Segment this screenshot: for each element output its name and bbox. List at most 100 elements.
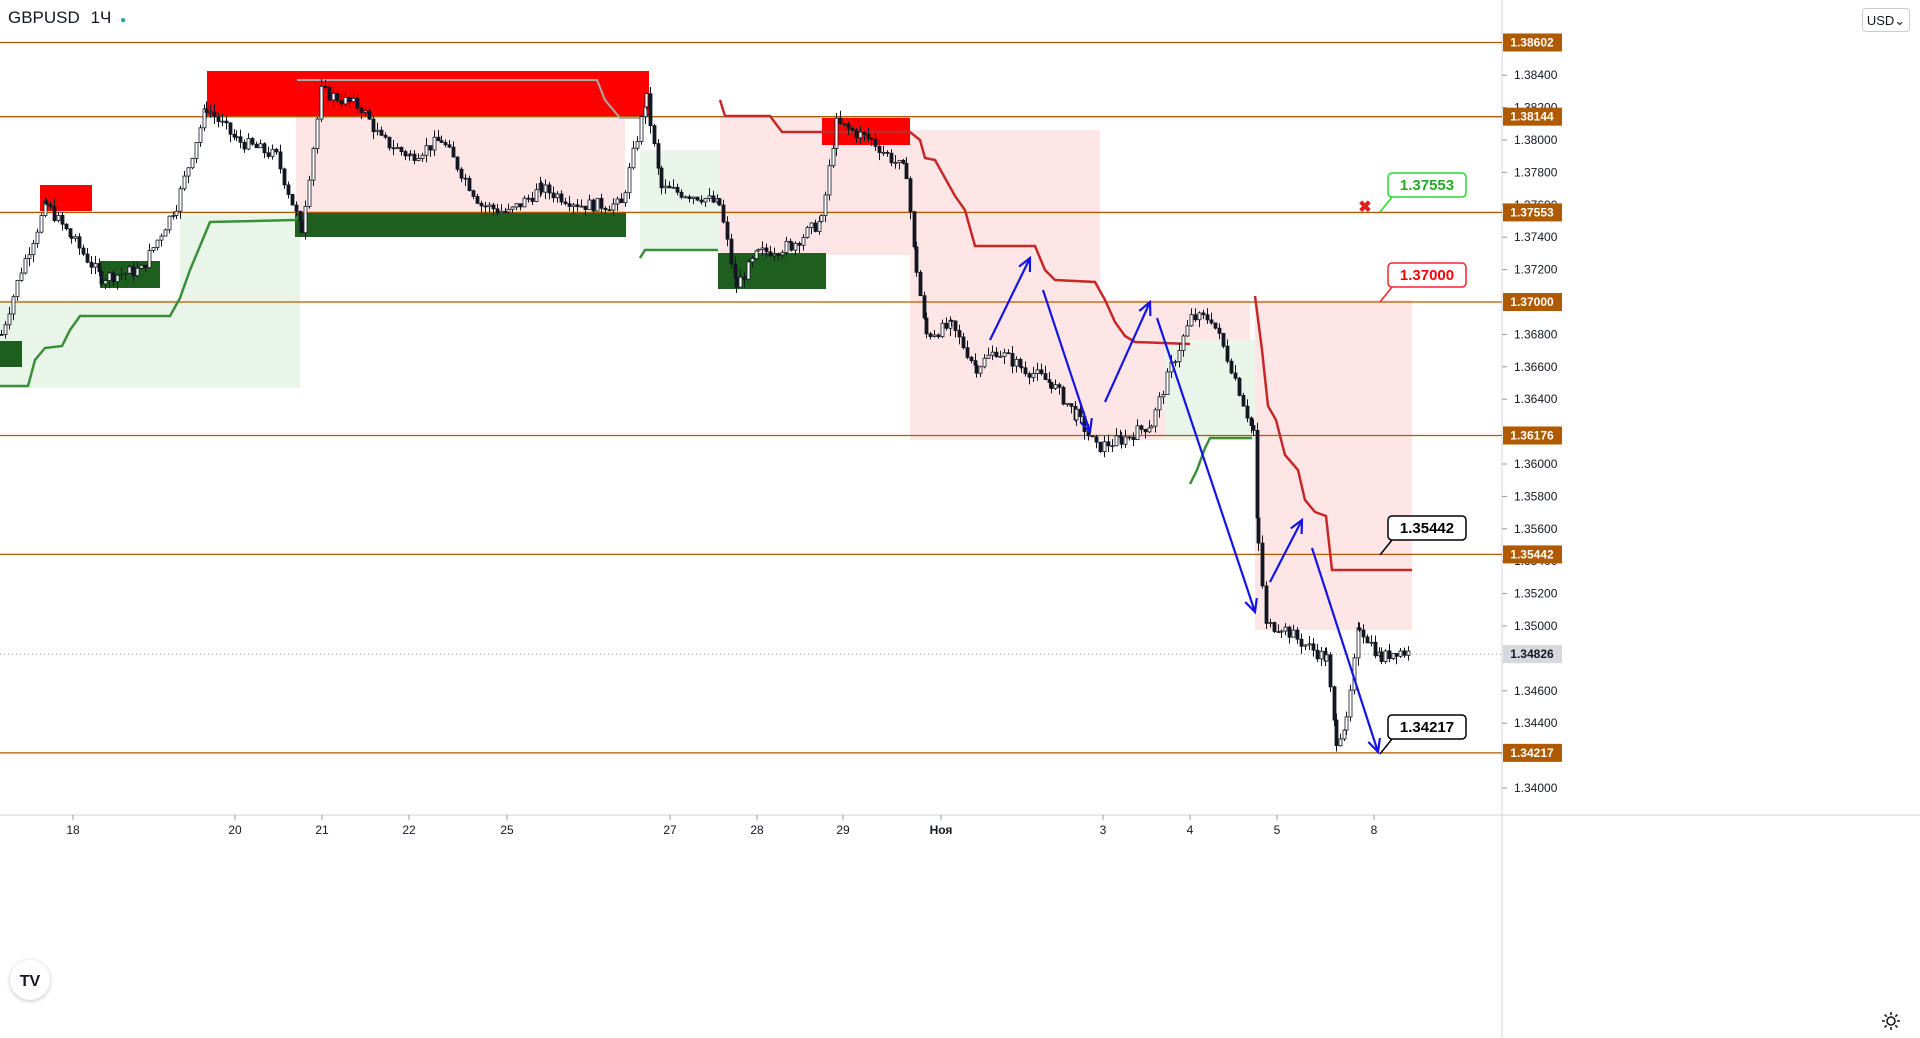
candle-body: [944, 322, 949, 329]
symbol-title[interactable]: GBPUSD 1Ч ●: [8, 8, 126, 28]
candle-body: [123, 272, 128, 275]
level-label-box: [1503, 426, 1562, 445]
candle-body: [1379, 651, 1384, 662]
candle-body: [823, 194, 828, 216]
candle-body: [278, 151, 283, 170]
candle-body: [603, 207, 608, 211]
candle-body: [579, 205, 584, 208]
candle-body: [408, 153, 413, 156]
candle-body: [471, 190, 476, 197]
candle-body: [738, 276, 743, 288]
candle-body: [131, 266, 136, 277]
currency-selector[interactable]: USD⌄: [1862, 8, 1910, 32]
candle-body: [1237, 377, 1242, 396]
arrow-head-icon: [1290, 517, 1304, 535]
candle-body: [784, 240, 789, 253]
candle-body: [1123, 436, 1128, 445]
candle-body: [1205, 314, 1210, 321]
candle-body: [31, 243, 36, 256]
candle-body: [424, 145, 429, 156]
candle-body: [990, 351, 995, 356]
candle-body: [918, 271, 923, 297]
candle-body: [1245, 405, 1250, 419]
candle-body: [1279, 630, 1284, 633]
candle-body: [873, 138, 878, 147]
candle-body: [1295, 629, 1300, 640]
candle-body: [1256, 517, 1261, 544]
candle-body: [838, 117, 843, 124]
candle-body: [246, 138, 251, 150]
candle-body: [416, 158, 421, 161]
candle-body: [163, 229, 168, 237]
candle-body: [343, 96, 348, 105]
candle-body: [607, 209, 612, 212]
time-tick-label: 21: [315, 823, 329, 837]
candle-body: [311, 148, 316, 181]
projection-arrow: [1103, 301, 1152, 403]
candle-body: [56, 214, 61, 222]
candle-body: [3, 324, 8, 335]
candle-body: [455, 156, 460, 170]
candle-body: [623, 192, 628, 204]
chevron-down-icon: ⌄: [1894, 13, 1906, 28]
candle-body: [850, 127, 855, 131]
candle-body: [885, 151, 890, 154]
candle-body: [19, 272, 24, 281]
level-label-box: [1503, 107, 1562, 126]
candle-body: [1078, 408, 1083, 417]
price-tick-label: 1.35200: [1514, 587, 1558, 601]
candle-body: [447, 144, 452, 148]
candle-body: [315, 118, 320, 149]
candle-body: [1361, 629, 1366, 638]
candle-body: [510, 206, 515, 210]
candle-body: [1010, 353, 1015, 367]
candle-body: [1241, 395, 1246, 407]
candle-body: [216, 116, 221, 123]
candle-body: [171, 215, 176, 217]
time-tick-label: 3: [1100, 823, 1107, 837]
trend-zone: [0, 300, 180, 388]
candle-body: [387, 136, 392, 149]
candle-body: [1094, 436, 1099, 443]
candle-body: [1053, 384, 1058, 389]
candle-body: [1251, 425, 1256, 431]
tradingview-logo-icon[interactable]: TV: [10, 960, 50, 1000]
candle-body: [69, 236, 74, 239]
candle-body: [974, 364, 979, 374]
candle-body: [52, 206, 57, 222]
candle-body: [403, 151, 408, 157]
candle-body: [756, 249, 761, 252]
projection-arrow: [1041, 289, 1092, 433]
gear-icon[interactable]: [1880, 1010, 1902, 1032]
candle-body: [1272, 622, 1277, 632]
candle-body: [734, 277, 739, 288]
candle-body: [262, 143, 267, 154]
candle-body: [707, 195, 712, 199]
trend-stop-line-up: [638, 248, 718, 259]
callout-pointer: [1379, 196, 1393, 213]
candle-body: [862, 131, 867, 135]
candle-body: [155, 239, 160, 248]
candle-body: [139, 264, 144, 269]
candle-body: [912, 211, 917, 248]
callout-label: 1.34217: [1400, 719, 1454, 736]
candle-body: [619, 198, 624, 204]
price-callout: 1.35442: [1379, 515, 1467, 556]
candle-body: [89, 261, 94, 268]
callout-box: [1387, 714, 1467, 740]
candle-body: [750, 258, 755, 263]
candle-body: [367, 110, 372, 120]
candle-body: [250, 138, 255, 145]
candle-body: [1110, 445, 1115, 448]
candle-body: [1260, 542, 1265, 587]
candle-body: [776, 253, 781, 256]
candle-body: [1153, 409, 1158, 427]
candle-body: [663, 185, 668, 189]
candle-body: [1334, 719, 1339, 747]
candle-body: [1221, 332, 1226, 347]
candle-body: [307, 179, 312, 207]
candle-body: [656, 143, 661, 169]
candle-body: [432, 136, 437, 151]
